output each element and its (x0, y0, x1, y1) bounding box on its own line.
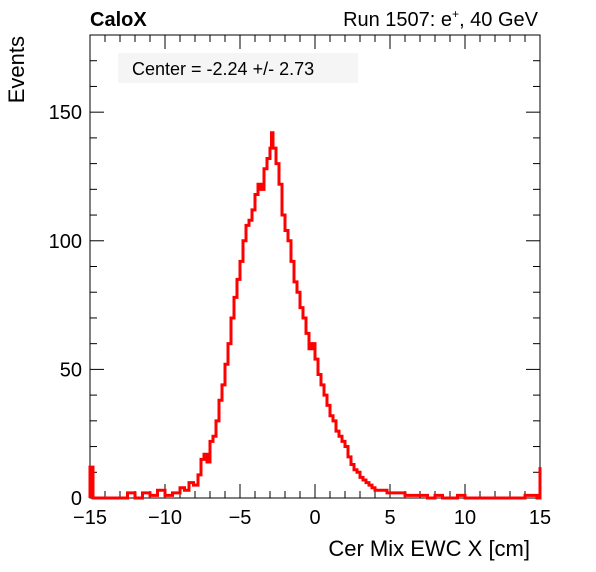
histogram-series (88, 131, 542, 500)
histogram-line (88, 131, 542, 500)
calox-label: CaloX (90, 9, 147, 31)
y-axis-title: Events (4, 36, 29, 103)
plot-frame (89, 34, 541, 499)
run-label-suffix: , 40 GeV (459, 9, 539, 31)
run-label-sup: + (452, 7, 459, 21)
y-tick-label: 0 (71, 488, 82, 510)
run-label-prefix: Run 1507: e (343, 9, 452, 31)
x-tick-label: 5 (384, 507, 395, 529)
y-tick-label: 150 (49, 102, 82, 124)
x-tick-label: 15 (529, 507, 551, 529)
x-tick-label: 10 (454, 507, 476, 529)
y-tick-label: 50 (60, 359, 82, 381)
x-tick-label: −15 (73, 507, 107, 529)
x-tick-label: 0 (309, 507, 320, 529)
run-label: Run 1507: e+, 40 GeV (343, 7, 539, 31)
center-annotation-box (118, 53, 358, 83)
y-tick-label: 100 (49, 231, 82, 253)
x-tick-label: −10 (148, 507, 182, 529)
x-axis-title: Cer Mix EWC X [cm] (328, 536, 530, 561)
center-annotation: Center = -2.24 +/- 2.73 (132, 59, 314, 79)
x-tick-label: −5 (229, 507, 252, 529)
axis-ticks (89, 34, 541, 499)
